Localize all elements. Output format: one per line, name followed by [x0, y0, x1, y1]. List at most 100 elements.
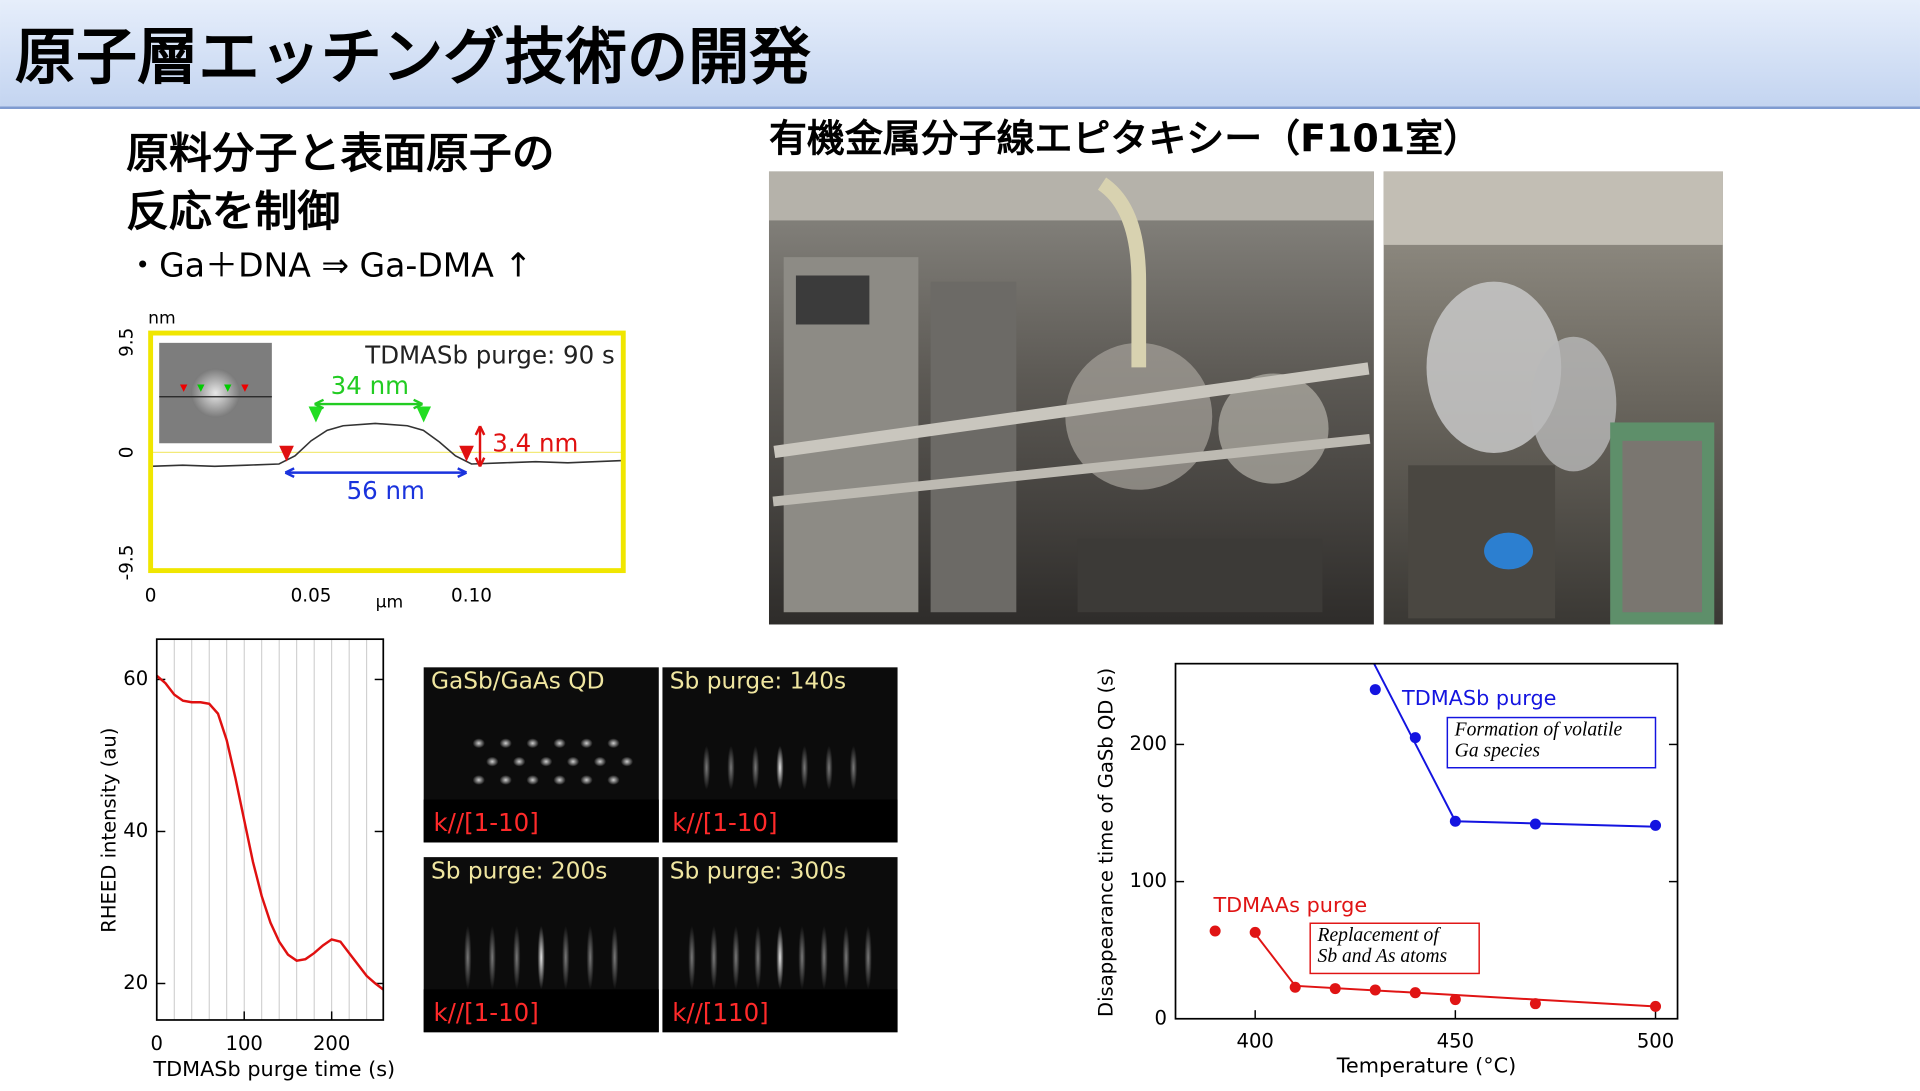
y-tick-label: 0: [1154, 1006, 1166, 1029]
rheed-streak: [537, 925, 545, 990]
x-axis-title: Temperature (°C): [1336, 1054, 1517, 1078]
subtitle: 原料分子と表面原子の: [126, 129, 554, 179]
slide-title: 原子層エッチング技術の開発: [15, 22, 812, 93]
profile-marker: [416, 406, 432, 423]
rheed-streak: [688, 925, 696, 990]
subtitle: 反応を制御: [126, 187, 340, 237]
annotation: 56 nm: [347, 476, 425, 505]
rheed-streak: [798, 925, 806, 990]
rheed-spot: [472, 775, 485, 785]
series-label: TDMAAs purge: [1212, 893, 1367, 917]
y-tick-label: -9.5: [116, 545, 137, 581]
x-tick-label: 100: [226, 1032, 263, 1055]
photo-right: [1383, 171, 1723, 625]
rheed-spot: [499, 775, 512, 785]
rheed-streak: [776, 925, 784, 990]
y-tick-label: 0: [116, 447, 137, 459]
rheed-streak: [800, 745, 809, 790]
rheed-panel: Sb purge: 300s k//[110]: [662, 857, 898, 1033]
afm-marker: [224, 384, 232, 392]
afm-dot: [191, 368, 241, 418]
y-tick-label: 9.5: [116, 328, 137, 357]
header-band: [0, 0, 1920, 108]
annotation: 34 nm: [331, 371, 409, 400]
y-tick-label: 200: [1130, 732, 1167, 755]
rheed-spot: [566, 756, 580, 767]
rheed-shadow: [662, 799, 898, 843]
rheed-spot: [580, 738, 593, 749]
data-point: [1409, 732, 1421, 744]
photo-left: [768, 171, 1374, 625]
rheed-streak: [488, 925, 496, 990]
annotation: 3.4 nm: [492, 428, 578, 457]
rheed-spot: [513, 756, 526, 767]
rheed-label: Sb purge: 140s: [670, 668, 846, 695]
reaction: ・Ga＋DNA ⇒ Ga-DMA ↑: [126, 245, 532, 284]
rheed-streak: [754, 925, 762, 990]
data-line: [150, 422, 623, 468]
y-unit: nm: [148, 308, 176, 328]
rheed-streak: [776, 745, 784, 790]
rheed-streak: [611, 925, 619, 990]
rheed-panel: GaSb/GaAs QD k//[1-10]: [423, 667, 659, 843]
rheed-streak: [825, 745, 833, 790]
rheed-streak: [513, 925, 521, 990]
data-point: [1369, 984, 1381, 996]
data-point: [1449, 815, 1461, 827]
arrow-head: [457, 467, 468, 479]
data-point: [1650, 1000, 1662, 1012]
y-axis-title: RHEED intensity (au): [98, 728, 121, 933]
y-tick-label: 40: [123, 819, 148, 842]
plot-frame: [1174, 662, 1679, 1020]
profile-marker: [459, 445, 474, 462]
rheed-shadow: [423, 799, 659, 843]
rheed-spot: [593, 756, 607, 767]
x-tick-label: 0.10: [451, 585, 492, 606]
x-tick-label: 0.05: [291, 585, 332, 606]
data-point: [1249, 926, 1261, 938]
rheed-label: Sb purge: 300s: [670, 857, 846, 884]
y-axis-title: Disappearance time of GaSb QD (s): [1094, 668, 1117, 1017]
note-box: [1309, 922, 1480, 975]
rheed-patterns: GaSb/GaAs QD k//[1-10] Sb purge: 140s k//[1…: [423, 667, 898, 1033]
x-tick-label: 0: [145, 585, 157, 606]
note-text: Ga species: [1455, 740, 1541, 761]
data-point: [1409, 987, 1421, 999]
data-point: [1369, 684, 1381, 696]
rheed-spot: [620, 756, 634, 767]
rheed-streak: [586, 925, 594, 990]
x-tick-label: 500: [1637, 1030, 1674, 1053]
data-point: [1650, 819, 1662, 831]
rheed-spot: [499, 738, 512, 749]
rheed-streak: [702, 745, 711, 790]
rheed-streak: [710, 925, 718, 990]
rheed-streak: [751, 745, 760, 790]
chart: 0 100 200 400 450 500 Temperature (°C) Disappea…: [1094, 662, 1679, 1078]
afm-marker: [197, 384, 205, 392]
rheed-spot: [526, 738, 539, 749]
note-text: Formation of volatile: [1454, 720, 1623, 741]
annotation: TDMASb purge: 90 s: [364, 340, 614, 369]
data-point: [1289, 981, 1301, 993]
rheed-streak: [864, 925, 872, 990]
rheed-direction: k//[1-10]: [672, 808, 777, 837]
afm-marker: [180, 384, 188, 392]
photo-caption: 有機金属分子線エピタキシー（F101室）: [769, 116, 1481, 160]
note-text: Replacement of: [1317, 925, 1442, 946]
rheed-panel: Sb purge: 200s k//[1-10]: [423, 857, 659, 1033]
x-axis-title: TDMASb purge time (s): [152, 1057, 395, 1081]
rheed-spot: [553, 738, 566, 749]
rheed-streak: [727, 745, 735, 790]
arrow-head: [314, 398, 325, 410]
plot-frame: [155, 638, 385, 1021]
rheed-spot: [486, 756, 499, 767]
arrow-head: [413, 398, 423, 410]
rheed-spot: [580, 775, 593, 785]
rheed-spot: [553, 775, 566, 785]
rheed-direction: k//[1-10]: [433, 808, 538, 837]
rheed-streak: [849, 745, 858, 790]
